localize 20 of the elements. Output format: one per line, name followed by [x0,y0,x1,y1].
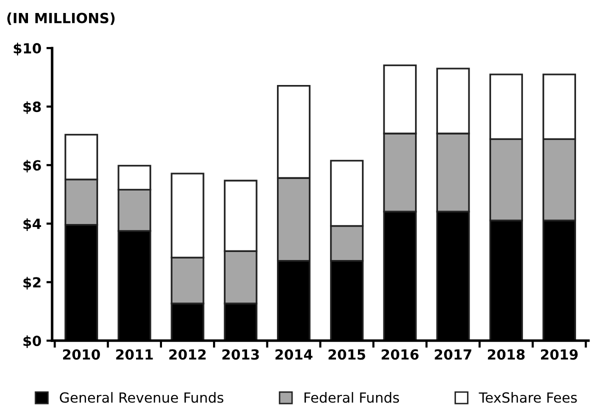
x-tick-label: 2010 [63,349,100,360]
chart-title: (IN MILLIONS) [7,12,115,25]
y-tick-label: $2 [23,276,40,290]
x-tick-label: 2017 [434,349,472,360]
x-tick-label: 2019 [541,349,578,360]
x-tick-label: 2018 [488,349,525,360]
y-tick-label: $0 [23,335,42,348]
x-tick-label: 2011 [116,349,153,360]
x-tick-label: 2016 [382,349,419,360]
x-tick-label: 2014 [276,349,312,360]
legend-label: TexShare Fees [478,392,577,403]
x-tick-label: 2013 [222,349,259,360]
legend-label: General Revenue Funds [60,392,224,403]
x-tick-label: 2015 [328,349,366,360]
legend-label: Federal Funds [304,392,400,403]
y-tick-label: $6 [23,160,41,172]
y-tick-label: $8 [23,101,41,114]
x-tick-label: 2012 [169,349,206,360]
y-tick-label: $4 [23,218,42,231]
y-tick-label: $10 [14,42,42,56]
